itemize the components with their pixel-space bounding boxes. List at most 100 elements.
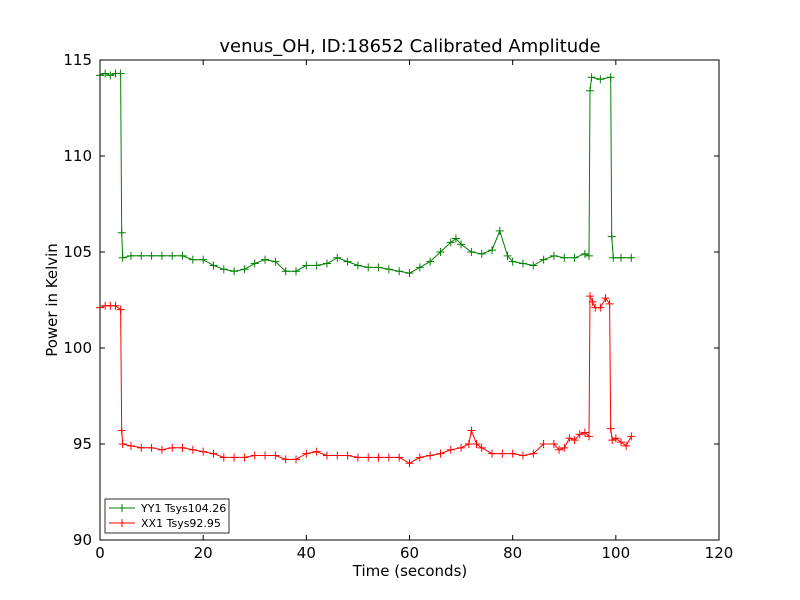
data-point bbox=[117, 426, 126, 435]
data-point bbox=[585, 251, 594, 260]
data-point bbox=[570, 253, 579, 262]
data-point bbox=[384, 453, 393, 462]
data-point bbox=[157, 445, 166, 454]
data-point bbox=[219, 265, 228, 274]
data-point bbox=[426, 451, 435, 460]
data-point bbox=[137, 443, 146, 452]
data-point bbox=[168, 443, 177, 452]
data-point bbox=[560, 253, 569, 262]
data-point bbox=[508, 257, 517, 266]
data-point bbox=[333, 253, 342, 262]
data-point bbox=[209, 261, 218, 270]
y-tick-label: 95 bbox=[73, 435, 92, 453]
data-point bbox=[549, 440, 558, 448]
data-point bbox=[168, 251, 177, 260]
data-point bbox=[147, 443, 156, 452]
y-tick-label: 90 bbox=[73, 531, 92, 549]
data-point bbox=[457, 443, 466, 452]
data-point bbox=[555, 445, 564, 454]
data-point bbox=[364, 263, 373, 272]
data-point bbox=[302, 261, 311, 270]
data-point bbox=[116, 69, 125, 78]
y-tick-label: 110 bbox=[63, 147, 92, 165]
data-point bbox=[518, 259, 527, 268]
data-point bbox=[188, 445, 197, 454]
legend-label: XX1 Tsys92.95 bbox=[141, 517, 221, 530]
chart-title: venus_OH, ID:18652 Calibrated Amplitude bbox=[219, 36, 600, 57]
x-tick-label: 100 bbox=[602, 544, 631, 562]
data-point bbox=[477, 249, 486, 258]
data-point bbox=[606, 424, 615, 433]
data-point bbox=[157, 251, 166, 260]
data-point bbox=[261, 255, 270, 264]
tick-layer: 0 20 40 60 80 100 120 90 95 100 105 110 115 bbox=[63, 51, 733, 562]
data-point bbox=[611, 434, 620, 443]
data-point bbox=[405, 459, 414, 468]
data-point bbox=[539, 440, 548, 448]
data-point bbox=[627, 432, 636, 441]
data-point bbox=[250, 451, 259, 460]
data-point bbox=[601, 294, 610, 303]
data-point bbox=[384, 265, 393, 274]
data-point bbox=[126, 441, 135, 450]
data-point bbox=[343, 451, 352, 460]
data-point bbox=[477, 443, 486, 452]
x-tick-label: 40 bbox=[297, 544, 316, 562]
data-point bbox=[415, 263, 424, 272]
data-point bbox=[353, 261, 362, 270]
data-point bbox=[508, 449, 517, 458]
legend-label: YY1 Tsys104.26 bbox=[140, 502, 226, 515]
data-point bbox=[230, 267, 239, 276]
data-point bbox=[199, 447, 208, 456]
x-tick-label: 60 bbox=[400, 544, 419, 562]
data-point bbox=[529, 261, 538, 270]
data-point bbox=[503, 251, 512, 260]
data-point bbox=[240, 265, 249, 274]
data-point bbox=[529, 449, 538, 458]
data-point bbox=[488, 449, 497, 458]
series-line bbox=[99, 295, 632, 464]
data-point bbox=[488, 246, 497, 255]
data-point bbox=[111, 301, 120, 310]
data-point bbox=[426, 257, 435, 266]
data-point bbox=[596, 303, 605, 312]
data-point bbox=[261, 451, 270, 460]
data-point bbox=[586, 86, 595, 95]
data-point bbox=[209, 449, 218, 458]
data-point bbox=[395, 267, 404, 276]
data-point bbox=[498, 449, 507, 458]
data-point bbox=[415, 453, 424, 462]
data-point bbox=[464, 440, 473, 448]
series-line bbox=[99, 72, 632, 274]
data-point bbox=[292, 267, 301, 276]
data-point bbox=[436, 449, 445, 458]
data-point bbox=[609, 253, 618, 262]
series-1 bbox=[96, 69, 636, 278]
data-point bbox=[616, 438, 625, 447]
data-point bbox=[343, 257, 352, 266]
data-point bbox=[106, 71, 115, 80]
x-tick-label: 120 bbox=[705, 544, 734, 562]
data-point bbox=[467, 426, 476, 435]
data-point bbox=[312, 261, 321, 270]
data-point bbox=[101, 69, 110, 78]
legend: YY1 Tsys104.26 XX1 Tsys92.95 bbox=[104, 498, 230, 534]
data-point bbox=[596, 75, 605, 84]
data-point bbox=[374, 453, 383, 462]
data-point bbox=[616, 253, 625, 262]
data-point bbox=[405, 269, 414, 278]
data-point bbox=[606, 73, 615, 82]
data-point bbox=[302, 449, 311, 458]
data-point bbox=[518, 451, 527, 460]
data-point bbox=[607, 232, 616, 241]
data-point bbox=[575, 430, 584, 439]
data-point bbox=[586, 292, 595, 301]
legend-box bbox=[104, 498, 230, 534]
data-point bbox=[271, 451, 280, 460]
data-point bbox=[446, 445, 455, 454]
data-point bbox=[560, 443, 569, 452]
y-tick-label: 115 bbox=[63, 51, 92, 69]
data-point bbox=[539, 255, 548, 264]
data-point bbox=[549, 251, 558, 260]
